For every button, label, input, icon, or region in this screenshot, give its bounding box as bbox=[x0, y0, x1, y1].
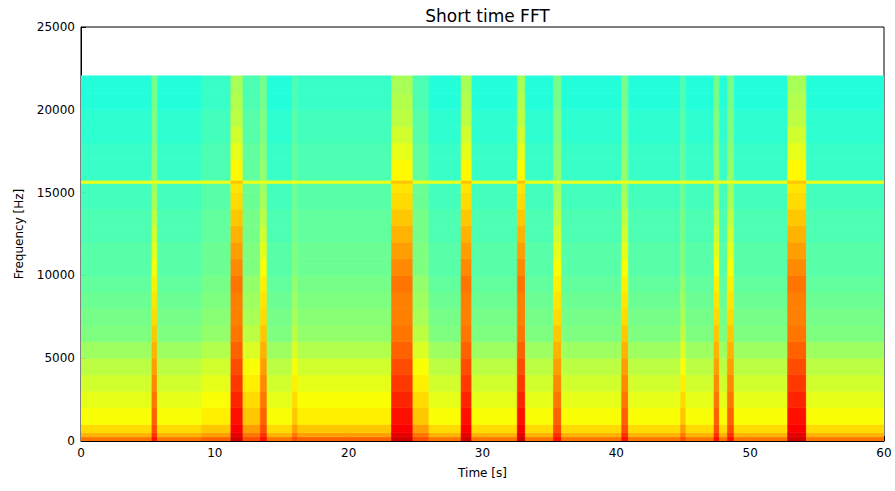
svg-text:10: 10 bbox=[207, 446, 222, 460]
svg-text:30: 30 bbox=[475, 446, 490, 460]
svg-text:Short time FFT: Short time FFT bbox=[425, 6, 550, 26]
svg-text:20: 20 bbox=[341, 446, 356, 460]
svg-text:10000: 10000 bbox=[37, 268, 75, 282]
svg-text:0: 0 bbox=[67, 434, 75, 448]
svg-text:15000: 15000 bbox=[37, 186, 75, 200]
svg-text:Frequency [Hz]: Frequency [Hz] bbox=[12, 189, 26, 280]
svg-text:5000: 5000 bbox=[44, 351, 75, 365]
svg-text:60: 60 bbox=[876, 446, 891, 460]
svg-text:40: 40 bbox=[609, 446, 624, 460]
svg-text:Time [s]: Time [s] bbox=[457, 466, 507, 480]
svg-text:50: 50 bbox=[743, 446, 758, 460]
svg-text:25000: 25000 bbox=[37, 20, 75, 34]
svg-text:20000: 20000 bbox=[37, 103, 75, 117]
svg-text:0: 0 bbox=[77, 446, 85, 460]
